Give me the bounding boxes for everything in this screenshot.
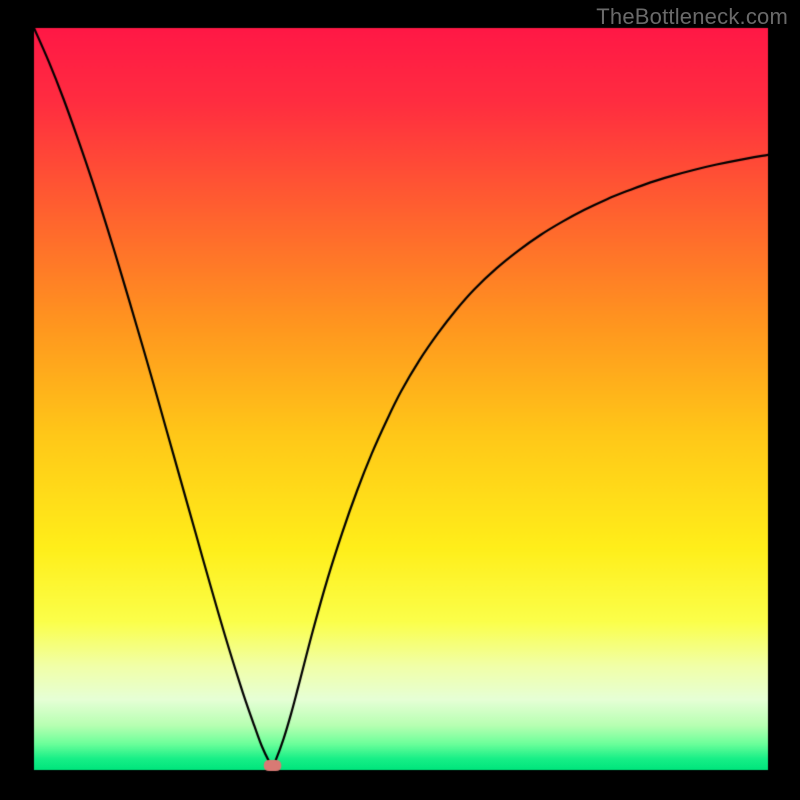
bottleneck-chart-canvas (0, 0, 800, 800)
chart-frame: TheBottleneck.com (0, 0, 800, 800)
